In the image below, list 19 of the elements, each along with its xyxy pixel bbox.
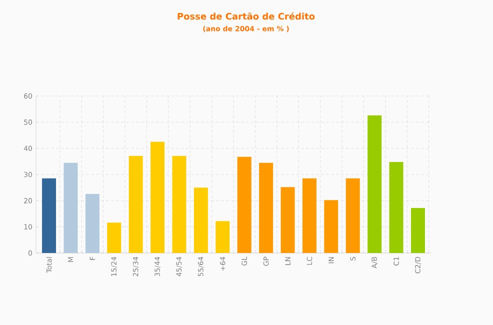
bar xyxy=(346,178,360,253)
bar xyxy=(172,156,186,253)
bar xyxy=(128,156,143,253)
bar xyxy=(324,200,338,253)
bar xyxy=(259,162,274,253)
bar xyxy=(42,178,56,253)
bar xyxy=(368,115,382,253)
bar xyxy=(389,162,404,253)
bar xyxy=(107,222,122,253)
bar xyxy=(150,142,165,253)
bar xyxy=(410,208,425,253)
chart-title: Posse de Cartão de Crédito xyxy=(178,12,315,20)
bar xyxy=(237,156,252,253)
bar xyxy=(194,188,208,253)
bar xyxy=(216,221,230,253)
bar xyxy=(280,187,295,253)
bar xyxy=(64,162,78,253)
bar xyxy=(85,194,100,253)
bar xyxy=(302,178,316,253)
